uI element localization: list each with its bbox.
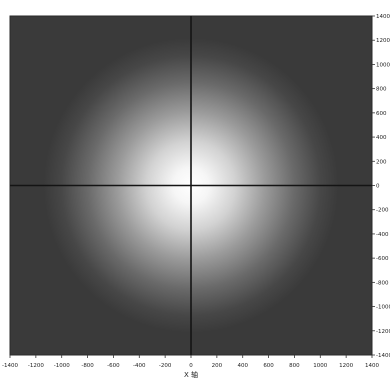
x-tick-label: -1000 (54, 363, 70, 369)
x-tick-label: -1200 (28, 363, 44, 369)
x-tick-label: 400 (237, 363, 248, 369)
y-tick-label: -1400 (376, 353, 390, 359)
x-tick-label: 200 (212, 363, 223, 369)
y-tick-label: -1200 (376, 329, 390, 335)
x-tick-label: -800 (81, 363, 94, 369)
x-tick-label: 0 (189, 363, 193, 369)
y-tick-label: -200 (376, 208, 389, 214)
y-tick-label: 600 (376, 111, 387, 117)
y-tick-label: 1000 (376, 62, 390, 68)
x-tick-label: 800 (289, 363, 300, 369)
y-tick-label: 1200 (376, 38, 390, 44)
x-axis-ticks: -1400 -1200 -1000 -800 -600 -400 -200 0 200 400 60… (2, 355, 379, 369)
x-tick-label: 600 (263, 363, 274, 369)
y-tick-label: 1400 (376, 14, 390, 20)
x-tick-label: -200 (159, 363, 172, 369)
x-tick-label: 1200 (339, 363, 353, 369)
y-axis-ticks: 1400 1200 1000 800 600 400 200 0 -200 -400 -600 -80… (372, 14, 390, 359)
y-tick-label: 200 (376, 159, 387, 165)
y-tick-label: -800 (376, 280, 389, 286)
y-tick-label: 400 (376, 135, 387, 141)
y-tick-label: -600 (376, 256, 389, 262)
y-tick-label: 0 (376, 184, 380, 190)
x-tick-label: -600 (107, 363, 120, 369)
y-tick-label: -1000 (376, 305, 390, 311)
x-tick-label: 1000 (313, 363, 327, 369)
y-tick-label: 800 (376, 87, 387, 93)
x-tick-label: 1400 (365, 363, 379, 369)
x-axis-title: X 轴 (184, 370, 198, 379)
x-tick-label: -400 (133, 363, 146, 369)
x-tick-label: -1400 (2, 363, 18, 369)
y-tick-label: -400 (376, 232, 389, 238)
